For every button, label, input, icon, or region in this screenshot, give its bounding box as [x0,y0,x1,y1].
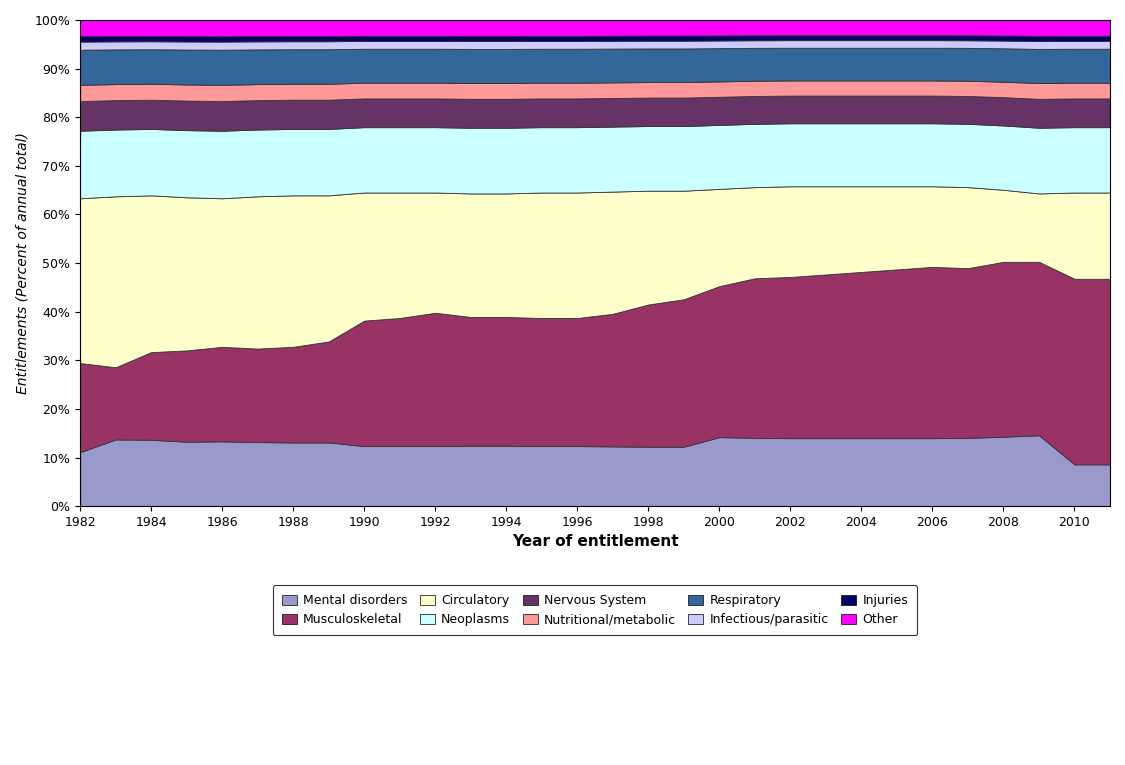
Legend: Mental disorders, Musculoskeletal, Circulatory, Neoplasms, Nervous System, Nutri: Mental disorders, Musculoskeletal, Circu… [273,585,917,635]
X-axis label: Year of entitlement: Year of entitlement [512,535,678,549]
Y-axis label: Entitlements (Percent of annual total): Entitlements (Percent of annual total) [15,132,29,394]
